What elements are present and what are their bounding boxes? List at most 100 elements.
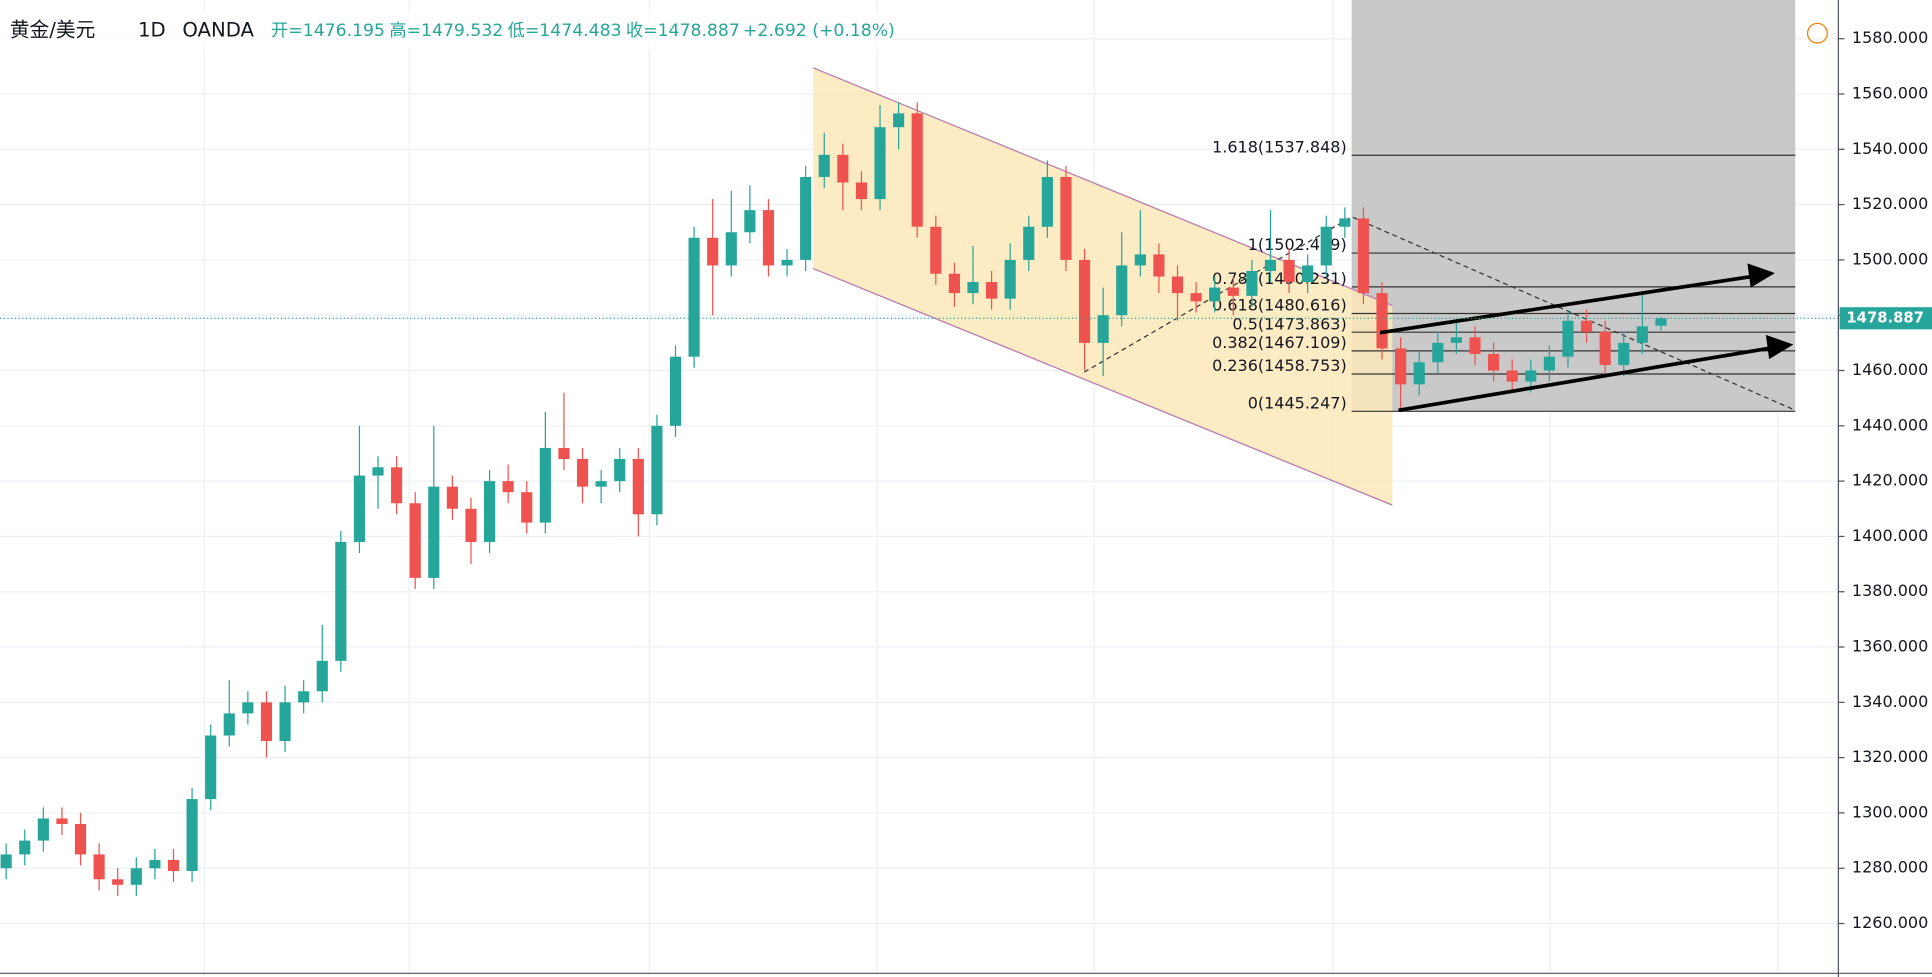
candle-body (186, 799, 198, 871)
candle-body (762, 210, 775, 266)
candle-body (576, 459, 589, 487)
candle-body (1209, 287, 1221, 302)
candle-body (298, 691, 310, 703)
candle-body (1580, 320, 1593, 332)
candle-body (1153, 254, 1165, 277)
candle-body (465, 508, 477, 542)
candle-body (1432, 342, 1444, 363)
candle-body (1171, 276, 1184, 294)
candle-body (911, 113, 923, 227)
candle-body (1116, 265, 1128, 316)
trend-dashed (1083, 216, 1796, 411)
candle-body (1376, 293, 1388, 349)
y-tick-label: 1380.000 (1852, 581, 1928, 600)
candle-body (37, 818, 49, 841)
y-tick-label: 1340.000 (1852, 692, 1928, 711)
candle-body (130, 868, 142, 885)
y-tick-label: 1360.000 (1852, 637, 1928, 656)
candle-body (837, 154, 849, 183)
candle-body (1450, 337, 1462, 343)
candle-body (242, 702, 254, 714)
last-price-label: 1478.887 (1846, 309, 1924, 326)
candle-body (855, 182, 868, 200)
y-tick-label: 1460.000 (1852, 360, 1928, 379)
ohlc-label: 低=1474.483 (508, 21, 622, 41)
candle-body (1413, 362, 1425, 385)
channel (813, 67, 1393, 506)
y-axis-labels: 1260.000 1280.000 1300.000 1320.000 1340.000… (1838, 28, 1928, 932)
candle-body (1636, 326, 1648, 343)
candle-body (0, 854, 12, 869)
candle-body (1023, 226, 1035, 260)
symbol: 黄金/美元 (10, 18, 95, 41)
candle-body (539, 447, 551, 523)
fib-label: 0.5(1473.863) (1232, 314, 1346, 333)
candle-body (521, 492, 533, 523)
y-tick-label: 1540.000 (1852, 139, 1928, 158)
y-tick-label: 1560.000 (1852, 84, 1928, 103)
y-tick-label: 1420.000 (1852, 471, 1928, 490)
y-tick-label: 1300.000 (1852, 802, 1928, 821)
candle-body (1190, 293, 1202, 302)
candle-body (149, 859, 161, 869)
candle-body (1339, 218, 1351, 227)
candle-body (428, 486, 440, 578)
candle-body (744, 210, 756, 233)
candle-body (1078, 259, 1091, 343)
candle-body (1264, 259, 1277, 271)
candle-body (651, 425, 663, 515)
candle-body (1469, 337, 1481, 354)
fib-label: 1.618(1537.848) (1212, 137, 1347, 156)
candle-body (391, 467, 403, 504)
y-tick-label: 1580.000 (1852, 28, 1928, 47)
candle-body (74, 823, 87, 855)
candle-body (558, 447, 570, 460)
candle-body (1283, 259, 1295, 283)
candle-body (948, 273, 960, 294)
channel-edge (812, 268, 1393, 506)
y-tick-label: 1520.000 (1852, 194, 1928, 213)
y-tick-label: 1280.000 (1852, 858, 1928, 877)
y-tick-label: 1320.000 (1852, 747, 1928, 766)
ohlc-label: 高=1479.532 (389, 21, 503, 41)
candle-body (1618, 342, 1630, 365)
candle-body (409, 503, 421, 578)
candle-body (502, 481, 514, 493)
candle-body (483, 481, 496, 542)
candle-body (335, 541, 347, 661)
change: +2.692 (+0.18%) (743, 21, 895, 41)
candle-body (707, 237, 719, 266)
fib-label: 0.618(1480.616) (1212, 296, 1347, 315)
candle-body (1357, 218, 1370, 294)
candle-body (1246, 270, 1258, 296)
y-tick-label: 1500.000 (1852, 249, 1928, 268)
candle-body (1302, 265, 1314, 283)
y-tick-label: 1400.000 (1852, 526, 1928, 545)
candle-body (19, 840, 31, 855)
candle-body (1599, 331, 1611, 365)
candle-body (1506, 370, 1518, 382)
ohlc-label: 收=1478.887 (626, 21, 740, 41)
candle-body (1320, 226, 1332, 266)
candle-body (986, 282, 998, 299)
candle-body (669, 356, 682, 426)
candle-body (1562, 320, 1574, 357)
candle-body (595, 481, 607, 487)
candle-body (1004, 259, 1016, 299)
candle-body (1525, 370, 1537, 382)
alert-icon[interactable] (1806, 22, 1828, 44)
candle-body (1041, 176, 1053, 227)
candle-body (1134, 254, 1146, 266)
y-tick-label: 1440.000 (1852, 415, 1928, 434)
candle-body (1655, 318, 1667, 326)
fib-label: 0.236(1458.753) (1212, 356, 1347, 375)
candle-body (353, 475, 366, 542)
candle-body (316, 660, 328, 692)
candle-body (725, 232, 737, 266)
candle-body (893, 113, 905, 128)
candle-body (1543, 356, 1555, 371)
candle-body (372, 467, 384, 476)
candle-body (818, 154, 830, 177)
candle-body (446, 486, 458, 509)
